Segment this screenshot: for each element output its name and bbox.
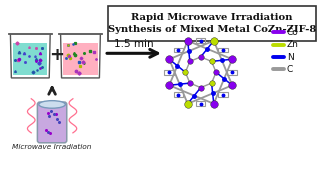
- Text: C: C: [287, 65, 293, 74]
- Text: Rapid Microwave Irradiation: Rapid Microwave Irradiation: [131, 13, 293, 22]
- Text: Microwave Irradiation: Microwave Irradiation: [12, 144, 92, 150]
- Polygon shape: [63, 43, 97, 75]
- Text: N: N: [287, 53, 294, 62]
- Text: Synthesis of Mixed Metal CoZn-ZIF-8: Synthesis of Mixed Metal CoZn-ZIF-8: [108, 25, 316, 34]
- Text: Co: Co: [287, 28, 298, 37]
- Text: +: +: [49, 46, 64, 64]
- Text: Zn: Zn: [287, 40, 299, 49]
- Polygon shape: [13, 43, 47, 75]
- FancyBboxPatch shape: [108, 6, 316, 41]
- Ellipse shape: [39, 101, 65, 108]
- FancyBboxPatch shape: [38, 102, 67, 143]
- Text: 1.5 min: 1.5 min: [114, 39, 153, 49]
